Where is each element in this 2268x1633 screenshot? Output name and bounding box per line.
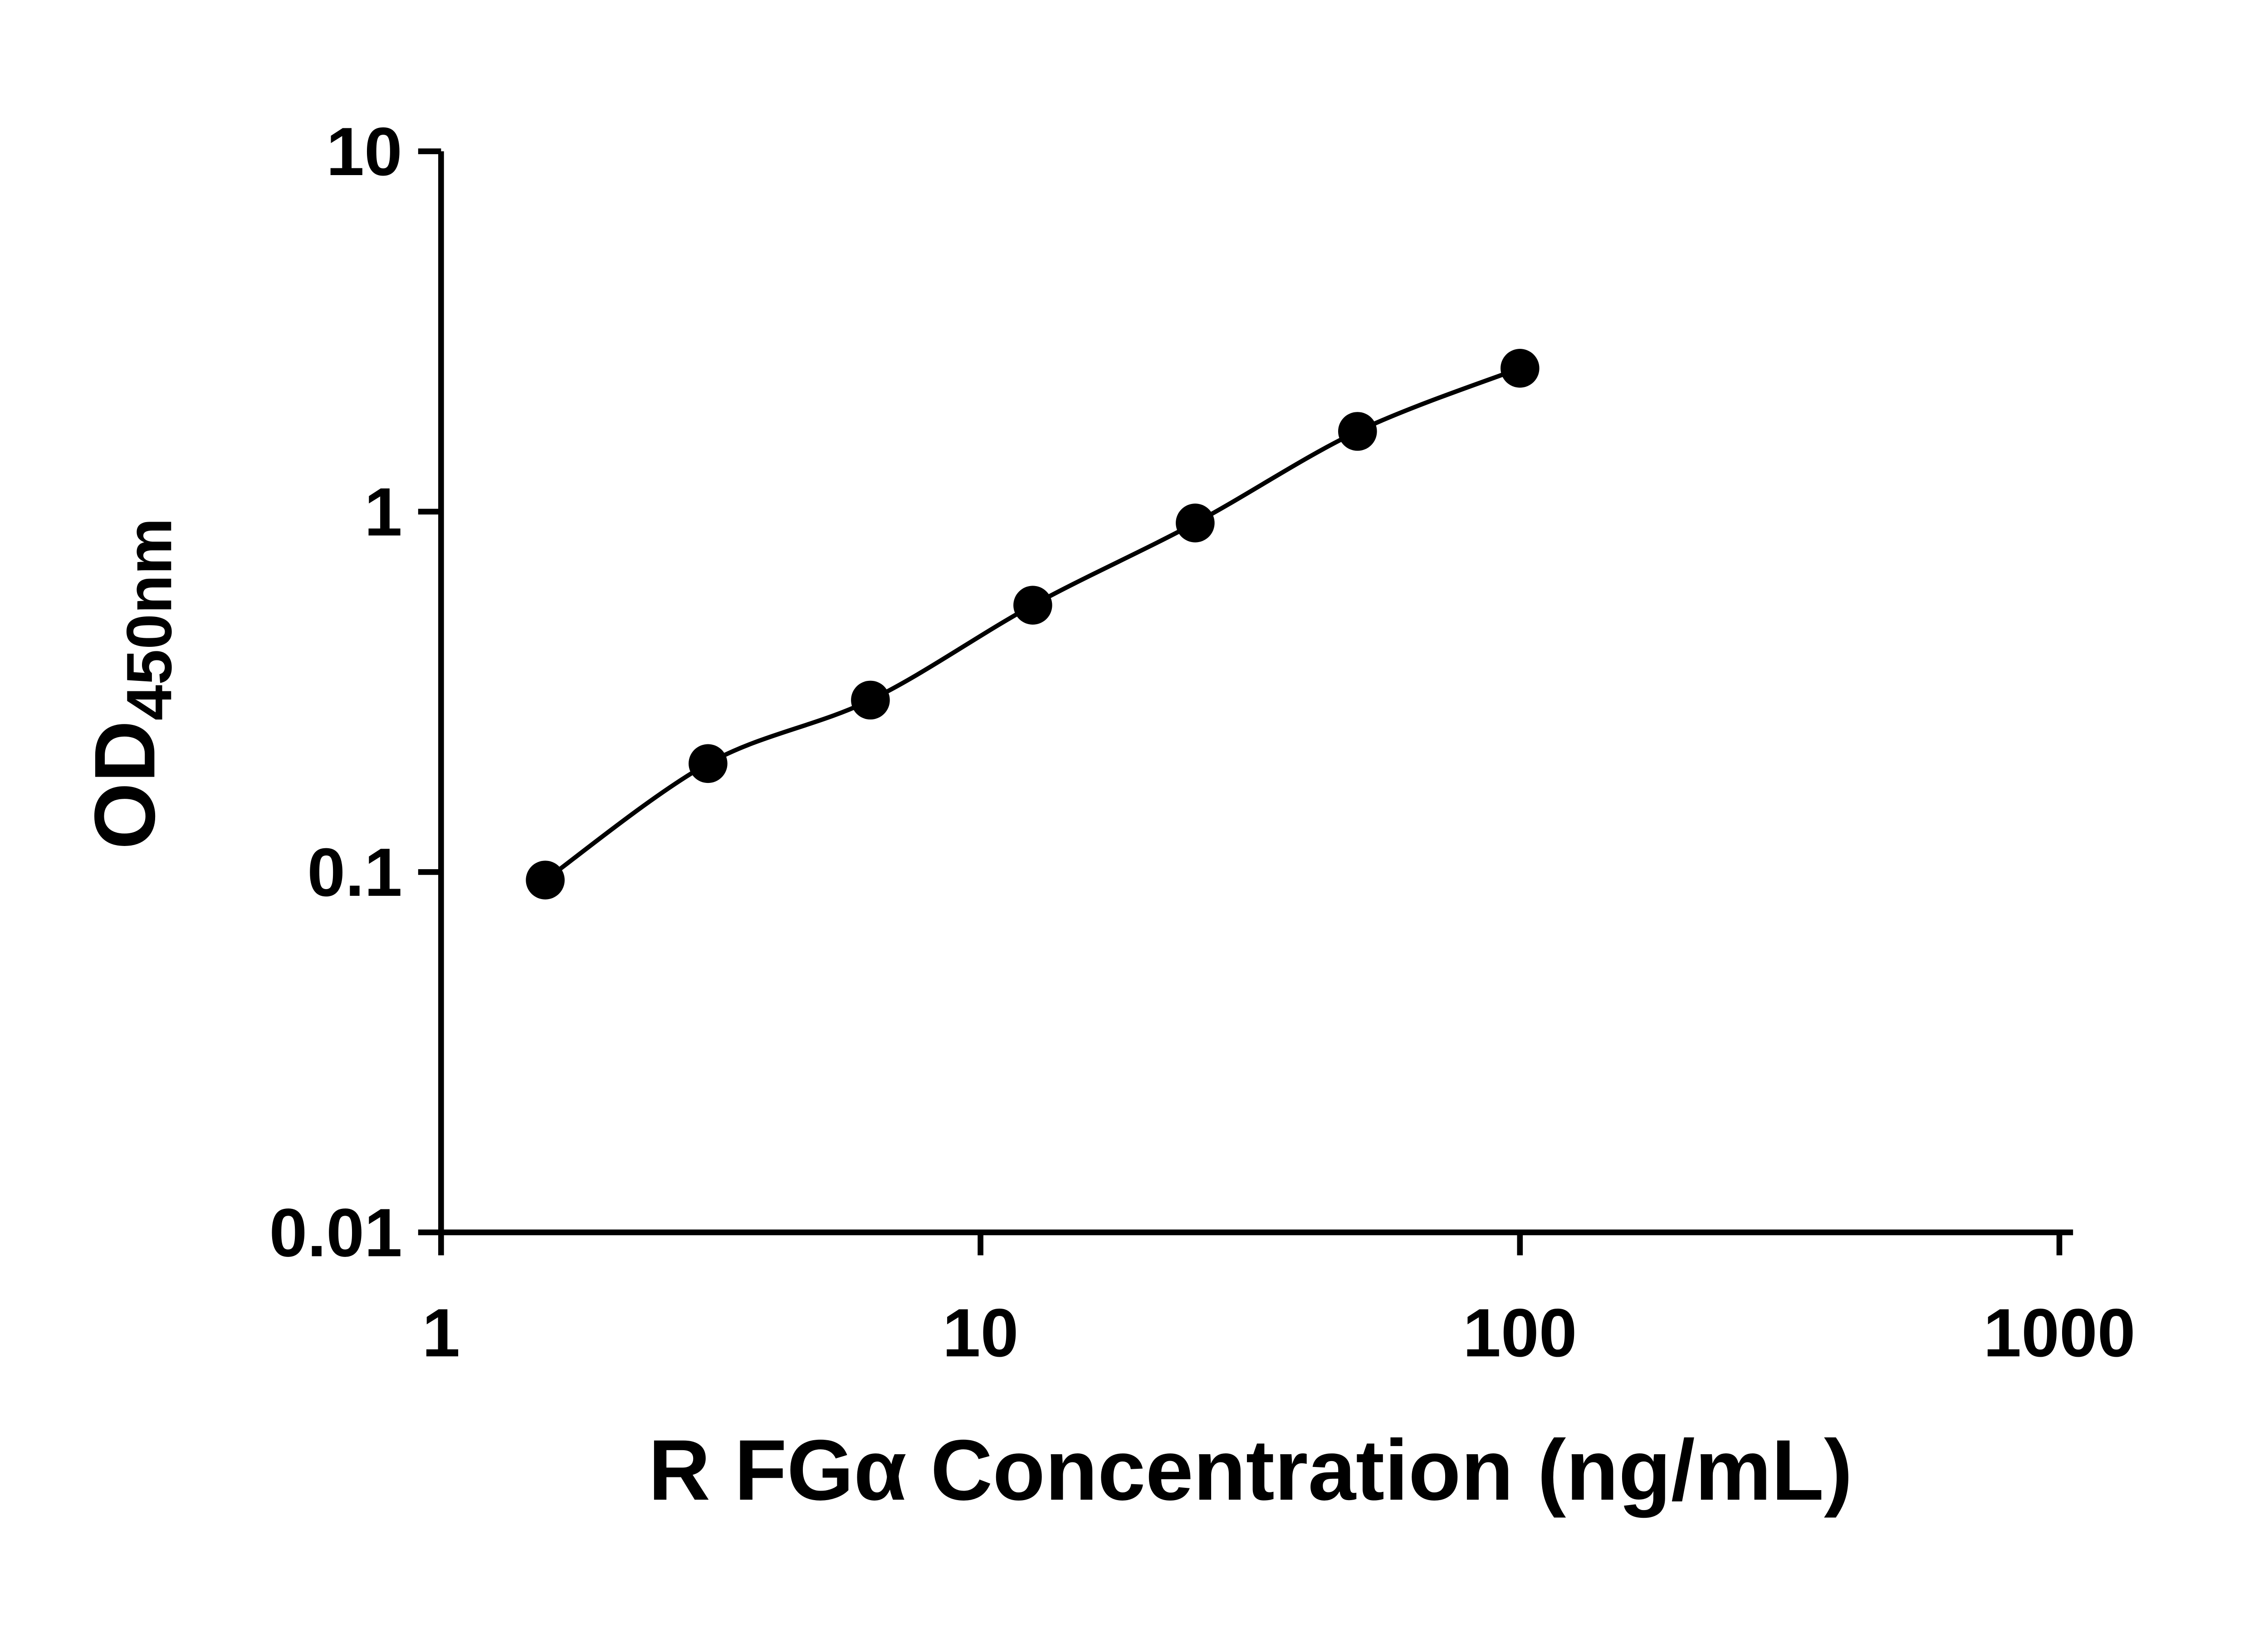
y-tick-label: 0.01 [269,1194,402,1271]
y-axis-title-main: OD [77,720,173,849]
plot-area [526,349,1540,900]
data-point [689,744,728,783]
standard-curve-chart: 1 10 100 1000 0.01 0.1 1 10 R FGα Concentratio… [77,113,2136,1519]
x-tick-label: 10 [943,1295,1019,1371]
data-point [1176,504,1215,543]
data-point [1501,349,1540,388]
x-axis-title: R FGα Concentration (ng/mL) [648,1422,1853,1518]
data-point [1013,586,1052,625]
x-tick-label: 1000 [1983,1295,2135,1371]
data-point [1338,412,1377,451]
x-axis-ticks: 1 10 100 1000 [422,1232,2136,1371]
data-point [851,680,890,720]
x-tick-label: 1 [422,1295,460,1371]
data-points-group [526,349,1540,900]
elisa-standard-curve-figure: 1 10 100 1000 0.01 0.1 1 10 R FGα Concentratio… [77,113,2136,1519]
y-tick-label: 0.1 [307,834,402,910]
x-tick-label: 100 [1463,1295,1577,1371]
y-axis-title: OD450nm [77,518,185,850]
y-axis-ticks: 0.01 0.1 1 10 [269,113,441,1271]
data-point [526,861,565,900]
y-tick-label: 10 [326,113,402,190]
y-axis-title-subscript: 450nm [113,518,185,721]
y-tick-label: 1 [364,474,402,550]
